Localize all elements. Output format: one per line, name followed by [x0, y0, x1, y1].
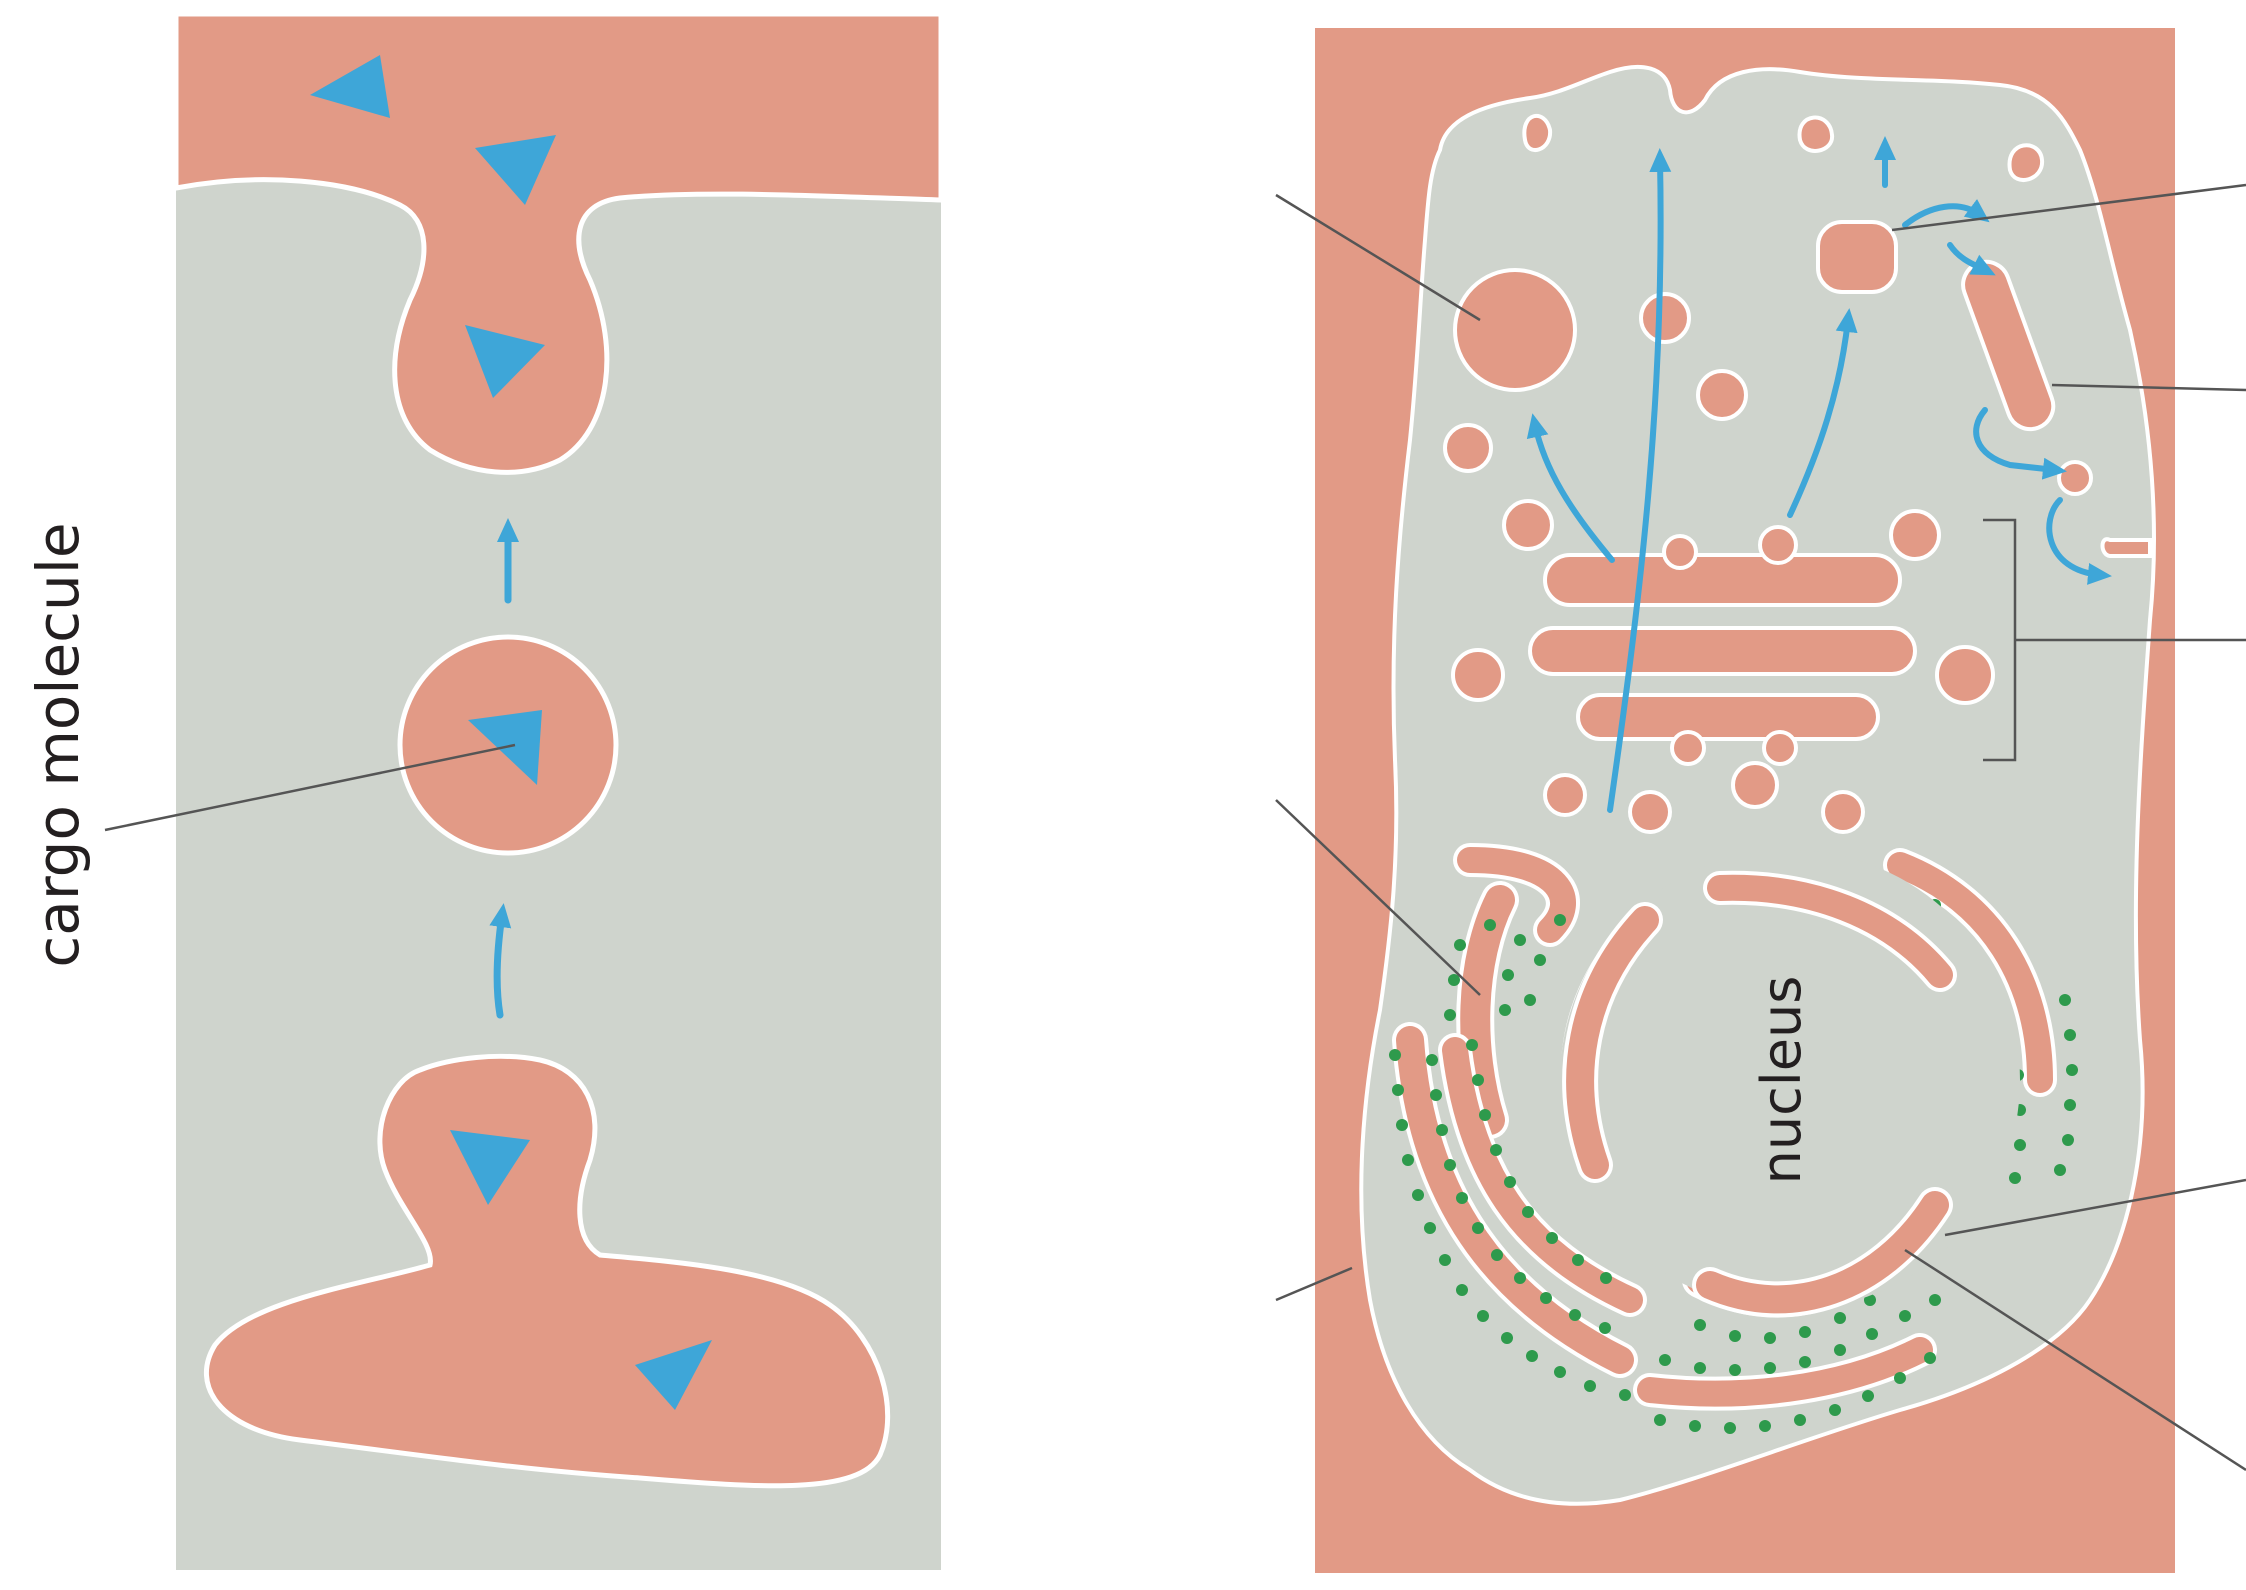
- donor-compartment: [203, 1053, 891, 1489]
- membrane-fusion-site: [1797, 115, 1834, 153]
- vesicle: [1639, 292, 1691, 344]
- vesicle: [1889, 509, 1941, 561]
- transport-arrow-icon: [1973, 407, 2067, 480]
- golgi-bud: [1758, 525, 1798, 565]
- cargo-molecule-icon: [475, 135, 556, 205]
- membrane-fusion-site: [2100, 537, 2152, 558]
- left-panel: [104, 11, 944, 1570]
- golgi-cisterna: [1576, 693, 1880, 741]
- transport-arrow-icon: [1902, 199, 1990, 228]
- transport-arrow-icon: [1947, 242, 1996, 276]
- vesicle: [1451, 648, 1505, 702]
- transport-arrows: [1526, 136, 2112, 813]
- leader-lines: [1275, 183, 2246, 1472]
- vesicle: [1821, 790, 1865, 834]
- golgi-cisterna: [1528, 626, 1917, 676]
- vesicle: [1628, 790, 1672, 834]
- vesicle: [1935, 645, 1995, 705]
- cargo-molecule-icon: [450, 1130, 530, 1205]
- transport-arrow-icon: [1607, 148, 1672, 813]
- right-panel: [1275, 28, 2246, 1573]
- secretory-vesicle: [1816, 220, 1898, 294]
- golgi-bud: [1762, 730, 1798, 766]
- vesicle: [1731, 761, 1779, 809]
- nuclear-envelope: [1562, 870, 1957, 1318]
- golgi-bud: [1670, 730, 1706, 766]
- vesicle: [1502, 499, 1554, 551]
- golgi-bud: [1662, 534, 1698, 570]
- golgi-cisterna: [1543, 553, 1902, 607]
- nucleus-label: nucleus: [1750, 976, 1813, 1185]
- transport-arrow-icon: [2046, 497, 2112, 585]
- cargo-molecule-icon: [465, 325, 545, 398]
- cargo-leader-line: [104, 743, 516, 832]
- vesicle: [1696, 369, 1748, 421]
- extracellular-space: [173, 11, 944, 475]
- nucleus: [1560, 850, 2020, 1310]
- vesicle: [2057, 460, 2093, 496]
- cargo-molecule-icon: [310, 55, 390, 118]
- vesicle: [1443, 423, 1493, 473]
- cargo-molecule-icon: [635, 1340, 712, 1410]
- transport-arrow-icon: [1787, 308, 1858, 518]
- vesicle: [1543, 773, 1587, 817]
- transport-arrow-icon: [489, 903, 512, 1019]
- lysosome: [1453, 268, 1577, 392]
- membrane-fusion-site: [1522, 113, 1553, 152]
- transport-arrow-icon: [1526, 413, 1615, 563]
- membrane-fusion-site: [2007, 143, 2045, 182]
- cargo-molecule-label: cargo molecule: [24, 522, 92, 967]
- golgi-apparatus: [1528, 525, 1917, 766]
